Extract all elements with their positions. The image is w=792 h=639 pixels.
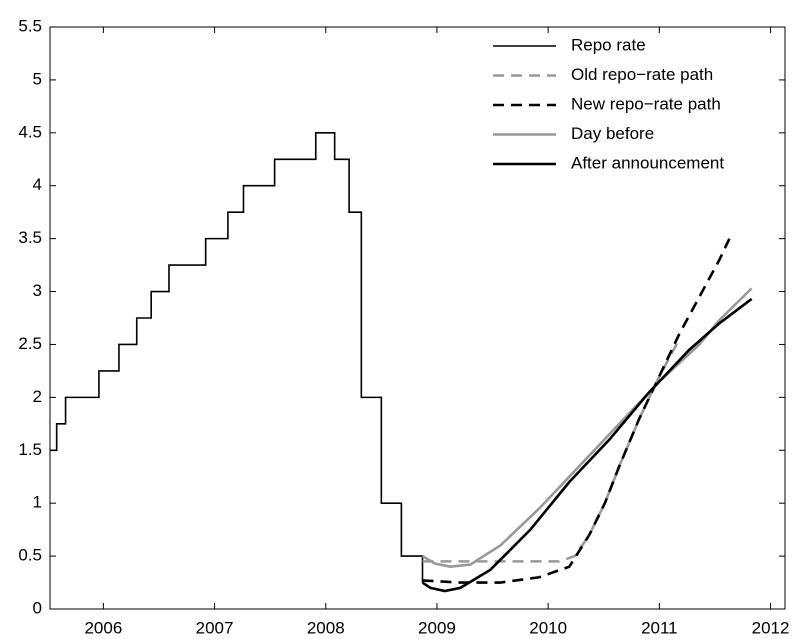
legend-label: New repo−rate path: [571, 94, 721, 113]
y-tick-label: 2.5: [18, 334, 42, 353]
series-line: [422, 238, 731, 584]
x-tick-label: 2012: [752, 618, 790, 637]
y-tick-label: 0.5: [18, 546, 42, 565]
legend-label: After announcement: [571, 153, 724, 172]
y-tick-label: 5: [33, 69, 42, 88]
y-tick-label: 1.5: [18, 440, 42, 459]
y-tick-label: 3: [33, 281, 42, 300]
y-tick-label: 1: [33, 493, 42, 512]
x-tick-label: 2010: [529, 618, 567, 637]
x-tick-label: 2011: [641, 618, 678, 637]
series-line: [50, 132, 424, 583]
y-tick-label: 4: [33, 175, 42, 194]
series-line: [421, 287, 753, 568]
x-tick-label: 2007: [196, 618, 234, 637]
y-tick-label: 0: [33, 598, 42, 617]
y-tick-label: 4.5: [18, 122, 42, 141]
series-line: [422, 338, 681, 563]
y-tick-label: 2: [33, 387, 42, 406]
x-tick-label: 2009: [418, 618, 456, 637]
legend-label: Day before: [571, 124, 654, 143]
legend-label: Repo rate: [571, 35, 646, 54]
y-tick-label: 5.5: [18, 16, 42, 35]
x-tick-label: 2006: [84, 618, 122, 637]
series-line: [421, 297, 753, 593]
y-tick-label: 3.5: [18, 228, 42, 247]
x-tick-label: 2008: [307, 618, 345, 637]
legend-label: Old repo−rate path: [571, 65, 713, 84]
plot-frame: [49, 26, 786, 610]
